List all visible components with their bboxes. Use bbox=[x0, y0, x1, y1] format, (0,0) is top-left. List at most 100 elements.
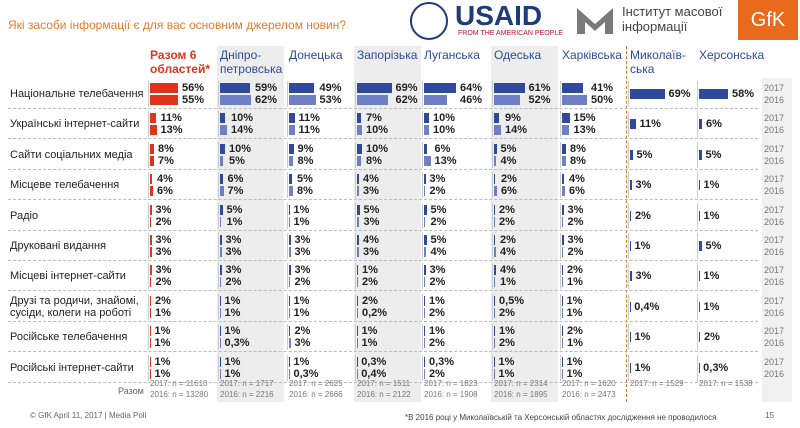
bar bbox=[494, 143, 497, 154]
bar bbox=[150, 155, 154, 166]
bar bbox=[494, 307, 495, 318]
value-label: 3% bbox=[429, 173, 446, 186]
column-tick bbox=[697, 202, 698, 229]
bar bbox=[424, 265, 426, 276]
year-label: 2017 bbox=[764, 204, 785, 215]
value-label: 5% bbox=[363, 203, 380, 216]
value-label: 3% bbox=[155, 246, 172, 258]
value-label: 2% bbox=[429, 306, 445, 319]
value-label: 6% bbox=[434, 142, 451, 155]
value-label: 64% bbox=[460, 82, 483, 94]
row-separator bbox=[8, 351, 758, 353]
row-separator bbox=[8, 290, 758, 292]
row-label: Друзі та родичи, знайомі, сусіди, колеги… bbox=[10, 294, 139, 319]
value-label: 5% bbox=[229, 154, 245, 167]
bar bbox=[220, 356, 221, 367]
value-label: 2% bbox=[294, 276, 311, 289]
series-name: Миколаїв- ська bbox=[630, 48, 686, 76]
year-label: 2016 bbox=[764, 247, 785, 257]
bar bbox=[424, 143, 427, 154]
bar bbox=[562, 113, 570, 124]
column-tick bbox=[697, 293, 698, 320]
value-label: 5% bbox=[430, 234, 447, 246]
bar bbox=[424, 235, 427, 245]
bar bbox=[494, 277, 495, 288]
column-tick bbox=[697, 141, 698, 168]
subtitle: Які засоби інформації є для вас основним… bbox=[8, 18, 346, 32]
bar bbox=[494, 186, 497, 197]
value-label: 8% bbox=[570, 154, 586, 167]
year-label: 2017 bbox=[764, 265, 785, 276]
value-label: 3% bbox=[363, 185, 379, 198]
bar bbox=[424, 83, 456, 93]
bar bbox=[220, 235, 222, 245]
value-label: 4% bbox=[430, 246, 447, 258]
bar bbox=[220, 216, 221, 227]
bar bbox=[494, 247, 496, 257]
year-label: 2016 bbox=[764, 368, 785, 379]
value-label: 4% bbox=[500, 154, 517, 167]
value-label: 3% bbox=[363, 246, 379, 258]
value-label: 6% bbox=[501, 185, 517, 198]
bar bbox=[289, 125, 295, 136]
column-tick bbox=[148, 81, 149, 107]
bar bbox=[424, 155, 431, 166]
bar bbox=[357, 174, 359, 185]
value-label: 3% bbox=[635, 270, 652, 283]
value-label: 2% bbox=[362, 294, 378, 307]
bar bbox=[424, 368, 425, 379]
column-tick bbox=[628, 354, 629, 381]
bar bbox=[630, 271, 632, 282]
bar bbox=[150, 95, 178, 105]
bar bbox=[424, 125, 429, 136]
value-label: 1% bbox=[155, 306, 171, 319]
value-label: 2% bbox=[704, 331, 720, 344]
column-tick bbox=[287, 202, 288, 229]
value-label: 62% bbox=[395, 94, 418, 106]
column-tick bbox=[148, 202, 149, 229]
value-label: 2% bbox=[430, 215, 447, 228]
bar bbox=[699, 210, 700, 221]
column-tick bbox=[628, 111, 629, 138]
column-tick bbox=[218, 293, 219, 320]
column-tick bbox=[492, 172, 493, 199]
bar bbox=[357, 265, 358, 276]
bar bbox=[150, 368, 151, 379]
bar bbox=[630, 149, 633, 160]
value-label: 3% bbox=[294, 337, 311, 350]
value-label: 13% bbox=[434, 154, 457, 167]
value-label: 6% bbox=[227, 173, 244, 186]
column-tick bbox=[492, 202, 493, 229]
value-label: 4% bbox=[157, 173, 173, 186]
value-label: 10% bbox=[433, 124, 456, 137]
value-label: 3% bbox=[225, 264, 242, 277]
row-label: Місцеві інтернет-сайти bbox=[10, 270, 126, 283]
bar bbox=[220, 295, 221, 306]
value-label: 8% bbox=[297, 185, 313, 198]
value-label: 10% bbox=[229, 142, 252, 155]
bar bbox=[562, 356, 563, 367]
value-label: 58% bbox=[732, 88, 755, 100]
bar bbox=[150, 143, 154, 154]
page-number: 15 bbox=[765, 411, 774, 420]
value-label: 2% bbox=[429, 276, 446, 289]
value-label: 3% bbox=[225, 246, 242, 258]
series-name: Одеська bbox=[494, 48, 542, 62]
imi-mark bbox=[577, 8, 613, 34]
bar bbox=[220, 186, 224, 197]
value-label: 15% bbox=[573, 112, 596, 125]
bar bbox=[562, 277, 563, 288]
value-label: 1% bbox=[293, 294, 310, 307]
column-tick bbox=[287, 324, 288, 351]
column-tick bbox=[422, 263, 423, 290]
column-tick bbox=[422, 293, 423, 320]
column-tick bbox=[287, 354, 288, 381]
bar bbox=[289, 247, 291, 257]
series-name: Луганська bbox=[424, 48, 480, 62]
bar bbox=[289, 143, 294, 154]
row-separator bbox=[8, 108, 758, 109]
column-tick bbox=[492, 354, 493, 381]
row-separator bbox=[8, 138, 758, 140]
column-tick bbox=[287, 233, 288, 259]
value-label: 1% bbox=[703, 270, 720, 283]
